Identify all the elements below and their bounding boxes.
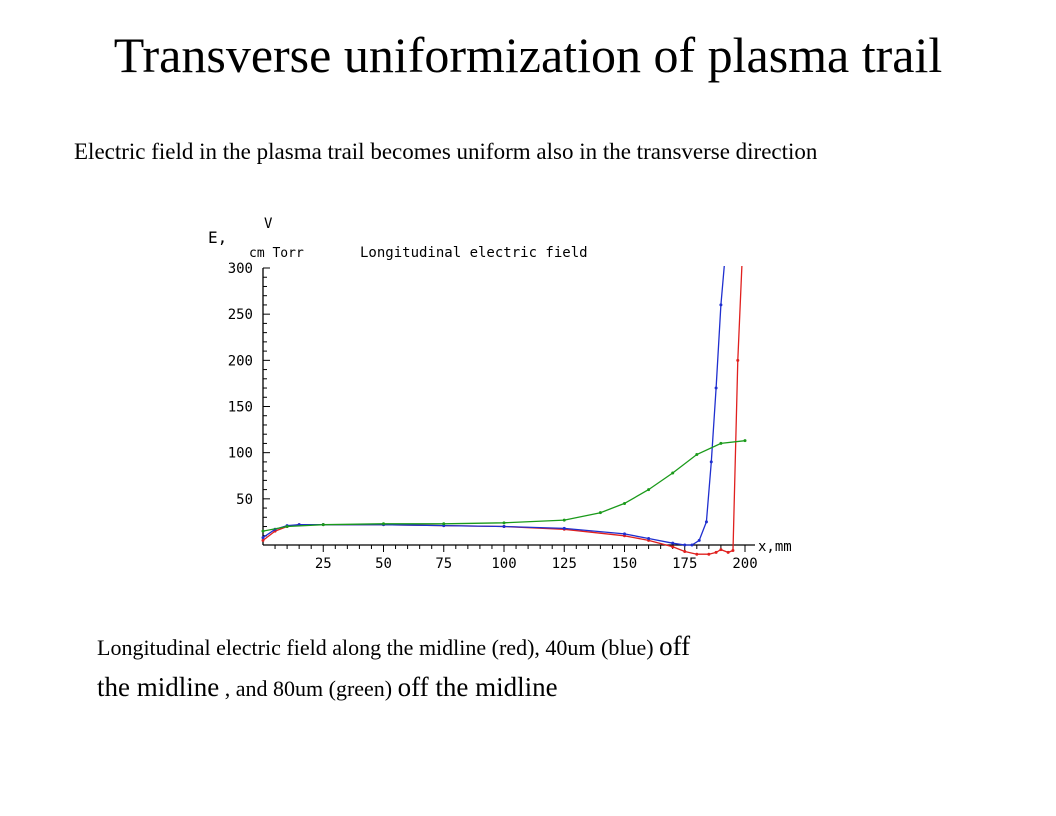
series-point-off80 [502, 521, 506, 525]
y-tick-label: 150 [228, 400, 253, 416]
y-tick-label: 50 [236, 492, 253, 508]
series-point-off40 [704, 520, 708, 524]
series-point-midline [707, 552, 711, 556]
x-tick-label: 50 [375, 556, 392, 572]
y-axis-label-top: V [264, 216, 273, 232]
series-point-off40 [697, 538, 701, 542]
caption-part-2: 40um (blue) [545, 635, 660, 660]
series-point-off80 [562, 518, 566, 522]
series-point-midline [736, 358, 740, 362]
series-point-off80 [647, 488, 651, 492]
series-point-off40 [647, 537, 651, 541]
x-tick-label: 100 [491, 556, 516, 572]
y-axis-label-units: cm Torr [249, 246, 304, 261]
series-point-midline [731, 549, 735, 553]
series-point-off40 [261, 536, 265, 540]
caption-part-3b: the midline [97, 672, 220, 702]
chart-axes: 50 100 150 200 250 300 25 50 75 100 125 150 175 200 [228, 261, 758, 572]
series-point-off40 [623, 532, 626, 536]
y-tick-label: 200 [228, 353, 253, 369]
series-point-off80 [623, 501, 626, 505]
series-point-off80 [285, 525, 289, 529]
x-axis-label: x,mm [758, 539, 792, 555]
series-point-off40 [562, 526, 566, 530]
series-point-midline [714, 550, 718, 554]
subtitle-text: Electric field in the plasma trail becom… [74, 139, 818, 164]
series-point-off80 [442, 522, 446, 526]
caption-part-5: off the midline [397, 672, 558, 702]
series-point-off40 [683, 543, 687, 547]
series-point-off80 [671, 471, 675, 475]
series-point-midline [261, 538, 265, 542]
series-point-midline [683, 549, 687, 553]
chart-title: Longitudinal electric field [360, 245, 588, 261]
series-point-off80 [743, 439, 747, 443]
caption-part-1: Longitudinal electric field along the mi… [97, 635, 546, 660]
page-title: Transverse uniformization of plasma trai… [113, 27, 943, 83]
x-tick-label: 175 [672, 556, 697, 572]
series-point-off80 [719, 441, 723, 445]
series-point-off40 [714, 386, 718, 390]
series-line-midline [263, 266, 743, 555]
figure-caption: Longitudinal electric field along the mi… [97, 628, 997, 710]
x-tick-label: 25 [315, 556, 332, 572]
series-point-off80 [598, 511, 602, 515]
series-point-off80 [382, 522, 385, 526]
series-point-midline [726, 550, 730, 554]
series-point-off80 [321, 523, 325, 527]
chart-labels: V E, cm Torr Longitudinal electric field… [208, 216, 792, 555]
series-point-off40 [671, 541, 675, 545]
series-point-off80 [261, 529, 265, 533]
x-tick-label: 150 [612, 556, 637, 572]
series-point-midline [695, 552, 699, 556]
series-point-midline [671, 545, 675, 549]
series-point-off40 [709, 460, 713, 464]
series-point-off40 [690, 543, 694, 547]
caption-part-4: , and 80um (green) [219, 676, 398, 701]
y-tick-label: 300 [228, 261, 253, 277]
y-tick-label: 100 [228, 446, 253, 462]
series-point-off40 [502, 525, 506, 529]
series-line-off40 [263, 266, 725, 546]
series-point-off40 [719, 303, 723, 307]
chart-series [261, 266, 747, 556]
y-tick-label: 250 [228, 307, 253, 323]
x-tick-label: 125 [552, 556, 577, 572]
x-tick-label: 200 [732, 556, 757, 572]
caption-part-3: off [659, 631, 691, 661]
series-point-off80 [695, 453, 699, 457]
series-line-off80 [263, 440, 746, 532]
x-tick-label: 75 [435, 556, 452, 572]
y-axis-label: E, [208, 228, 227, 247]
series-point-midline [719, 548, 723, 552]
